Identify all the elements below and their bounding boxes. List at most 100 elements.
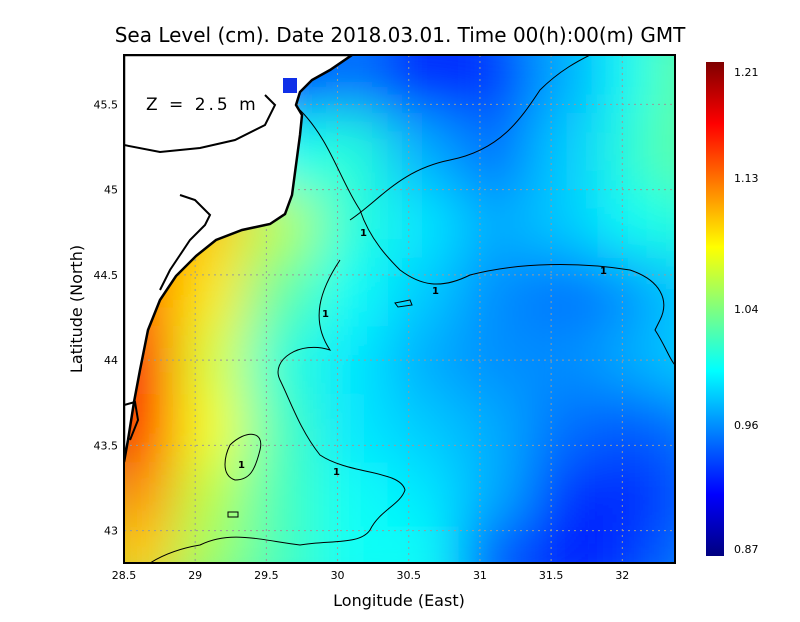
field-cell <box>529 462 602 528</box>
colorbar-tick-label: 1.04 <box>734 303 759 316</box>
contour-line <box>224 433 262 481</box>
y-tick-label: 45 <box>104 184 118 197</box>
contour-label: 1 <box>432 286 439 297</box>
contour-label: 1 <box>360 228 367 239</box>
field-cell <box>529 189 602 259</box>
field-cell <box>654 462 675 528</box>
contour-line <box>394 299 413 308</box>
field-cell <box>600 394 656 464</box>
field-cell <box>600 189 656 259</box>
land-lagoon <box>159 194 212 291</box>
contour-label: 1 <box>333 467 340 478</box>
y-tick-label: 45.5 <box>94 98 119 111</box>
plot-frame <box>123 54 676 564</box>
field-cell <box>173 526 247 563</box>
field-cell <box>458 189 531 259</box>
field-cell <box>529 55 602 114</box>
field-cell <box>316 257 389 328</box>
field-cell <box>458 257 531 328</box>
colorbar-ticks: 1.21 1.13 1.04 0.96 0.87 <box>734 66 759 556</box>
field-cell <box>654 189 675 259</box>
land <box>124 55 355 463</box>
contour-label: 1 <box>600 266 607 277</box>
contour-line <box>349 55 591 221</box>
land-mass <box>124 55 355 463</box>
colorbar <box>706 62 724 556</box>
colorbar-tick-label: 1.13 <box>734 172 759 185</box>
field-cell <box>529 326 602 396</box>
field-cell <box>245 257 318 328</box>
land-lagoon <box>124 94 277 154</box>
field-cell <box>458 55 531 114</box>
field-cell <box>387 55 460 114</box>
field-cell <box>124 526 175 563</box>
x-tick-label: 32 <box>615 569 629 582</box>
field-cell <box>387 326 460 396</box>
x-tick-label: 31 <box>473 569 487 582</box>
x-tick-label: 30.5 <box>397 569 422 582</box>
field-cell <box>387 189 460 259</box>
field-cell <box>245 526 318 563</box>
contour-label: 1 <box>238 460 245 471</box>
field-cell <box>245 394 318 464</box>
field-cell <box>387 394 460 464</box>
field-cell <box>387 112 460 191</box>
field-cell <box>654 526 675 563</box>
x-tick-label: 30 <box>331 569 345 582</box>
field-cell <box>458 326 531 396</box>
contour-labels: 1 1 1 1 1 1 <box>238 228 607 478</box>
plot-area: 1 1 1 1 1 1 Z = 2.5 m <box>124 55 675 563</box>
colorbar-tick-label: 1.21 <box>734 66 759 79</box>
y-tick-label: 43.5 <box>94 439 119 452</box>
x-axis: 28.5 29 29.5 30 30.5 31 31.5 32 <box>112 569 630 582</box>
field-cell <box>316 462 389 528</box>
field-cell <box>600 462 656 528</box>
field-cell <box>654 55 675 114</box>
field-cell <box>173 462 247 528</box>
contour-line <box>299 109 675 366</box>
field-cell <box>245 462 318 528</box>
field-cell <box>458 394 531 464</box>
field-cell <box>458 462 531 528</box>
field-cell <box>529 112 602 191</box>
field-cell <box>654 394 675 464</box>
contour-line <box>149 259 406 563</box>
chart-title: Sea Level (cm). Date 2018.03.01. Time 00… <box>115 23 686 47</box>
field-cell <box>316 189 389 259</box>
field-cell <box>529 394 602 464</box>
contour-line <box>227 511 239 518</box>
y-axis-label: Latitude (North) <box>67 245 86 373</box>
sea-level-field <box>124 55 675 563</box>
y-axis: 43 43.5 44 44.5 45 45.5 <box>94 98 119 537</box>
field-cell <box>173 394 247 464</box>
contour-label: 1 <box>322 309 329 320</box>
field-cell <box>316 526 389 563</box>
field-cell <box>654 112 675 191</box>
field-cell <box>529 257 602 328</box>
y-tick-label: 44 <box>104 354 118 367</box>
y-tick-label: 43 <box>104 525 118 538</box>
field-cell <box>173 257 247 328</box>
field-cell <box>124 462 175 528</box>
field-cell <box>458 526 531 563</box>
field-cell <box>600 257 656 328</box>
x-tick-label: 29 <box>188 569 202 582</box>
colorbar-tick-label: 0.87 <box>734 543 759 556</box>
field-cell <box>387 462 460 528</box>
field-cell <box>600 112 656 191</box>
field-cell <box>316 394 389 464</box>
x-tick-label: 29.5 <box>254 569 279 582</box>
field-cell <box>387 526 460 563</box>
y-tick-label: 44.5 <box>94 269 119 282</box>
x-tick-label: 28.5 <box>112 569 137 582</box>
lake <box>283 78 297 93</box>
field-cell <box>529 526 602 563</box>
x-axis-label: Longitude (East) <box>333 591 465 610</box>
x-tick-label: 31.5 <box>539 569 564 582</box>
field-cell <box>600 526 656 563</box>
field-cell <box>458 112 531 191</box>
contour-lines <box>149 55 675 563</box>
land-lagoon <box>124 400 140 441</box>
colorbar-tick-label: 0.96 <box>734 419 759 432</box>
